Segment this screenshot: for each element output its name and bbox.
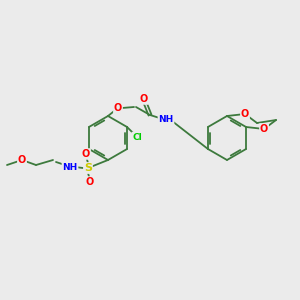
Text: S: S bbox=[84, 163, 92, 173]
Text: Cl: Cl bbox=[132, 133, 142, 142]
Text: O: O bbox=[18, 155, 26, 165]
Text: NH: NH bbox=[62, 163, 78, 172]
Text: NH: NH bbox=[158, 116, 174, 124]
Text: O: O bbox=[82, 149, 90, 159]
Text: O: O bbox=[260, 124, 268, 134]
Text: O: O bbox=[86, 177, 94, 187]
Text: O: O bbox=[114, 103, 122, 113]
Text: O: O bbox=[241, 109, 249, 119]
Text: O: O bbox=[140, 94, 148, 104]
